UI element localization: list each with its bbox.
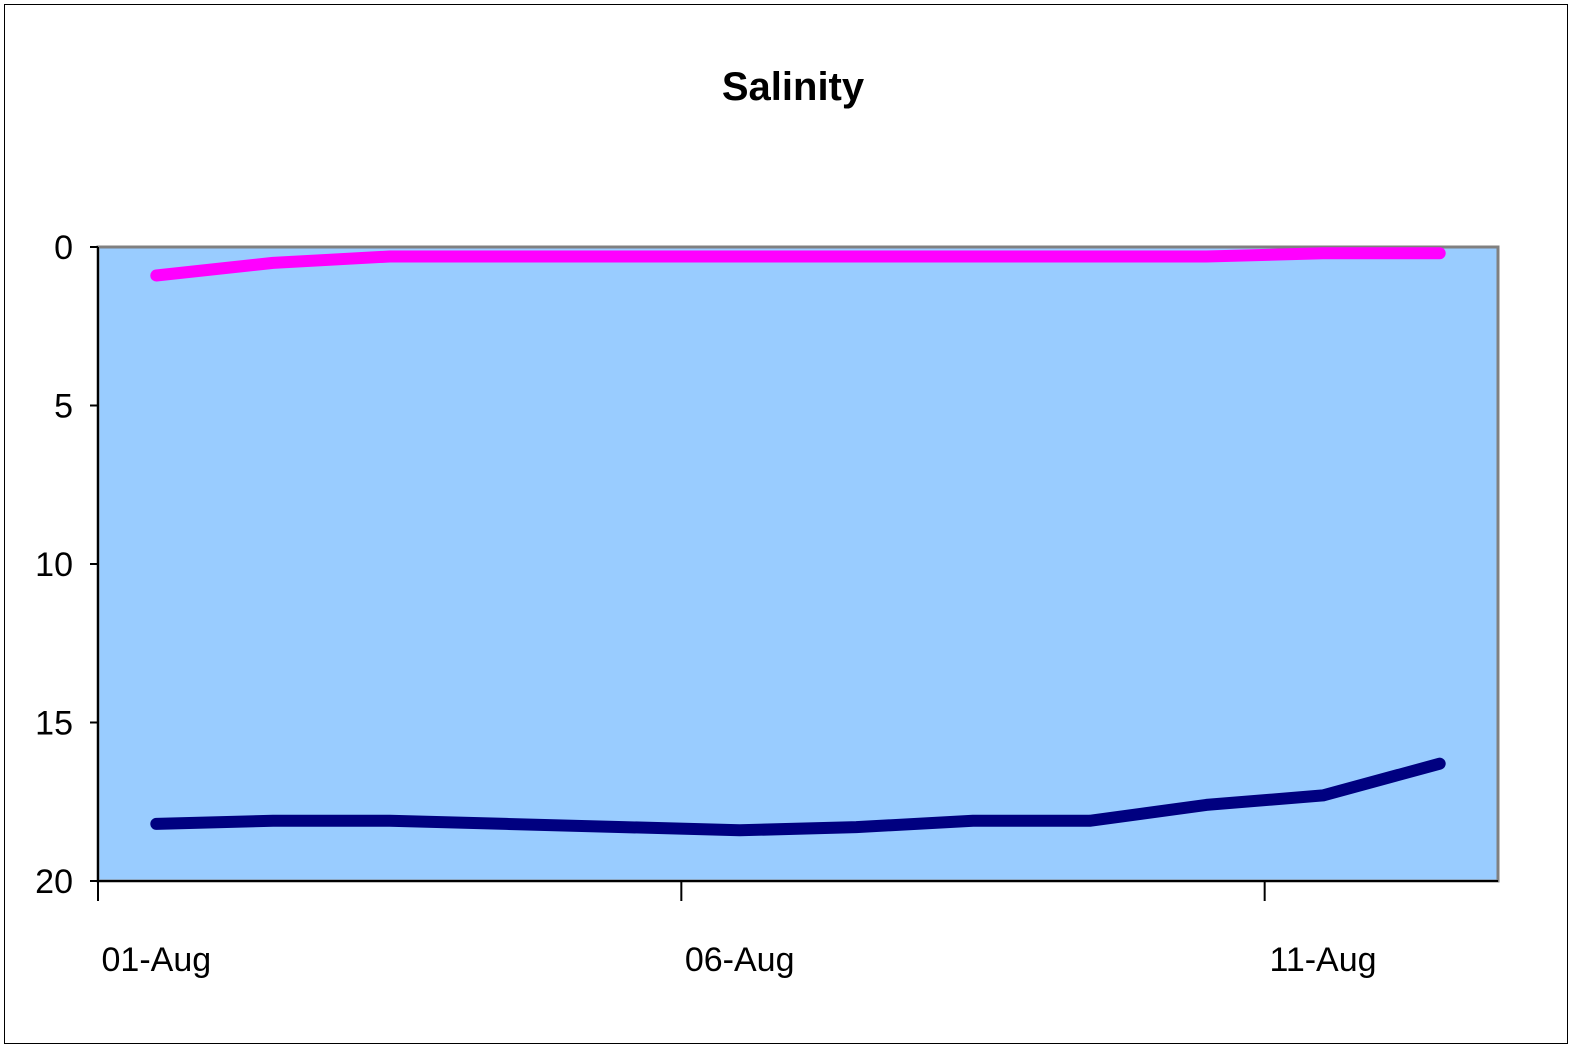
series-line-1	[150, 247, 1446, 282]
y-tick-label: 5	[54, 388, 73, 426]
series-layer	[150, 247, 1446, 837]
chart-title: Salinity	[722, 65, 865, 109]
axis-layer: 0 5 10 15 20 01-Aug 06-Aug 11-Aug	[35, 229, 1498, 979]
y-tick-label: 10	[35, 546, 73, 584]
series-line-2	[150, 757, 1446, 837]
plot-area	[96, 245, 1500, 883]
y-tick-label: 0	[54, 229, 73, 267]
y-tick-label: 20	[35, 863, 73, 901]
y-tick-label: 15	[35, 705, 73, 743]
x-tick-label: 11-Aug	[1269, 941, 1376, 979]
x-tick-label: 06-Aug	[685, 941, 795, 979]
x-tick-label: 01-Aug	[102, 941, 212, 979]
